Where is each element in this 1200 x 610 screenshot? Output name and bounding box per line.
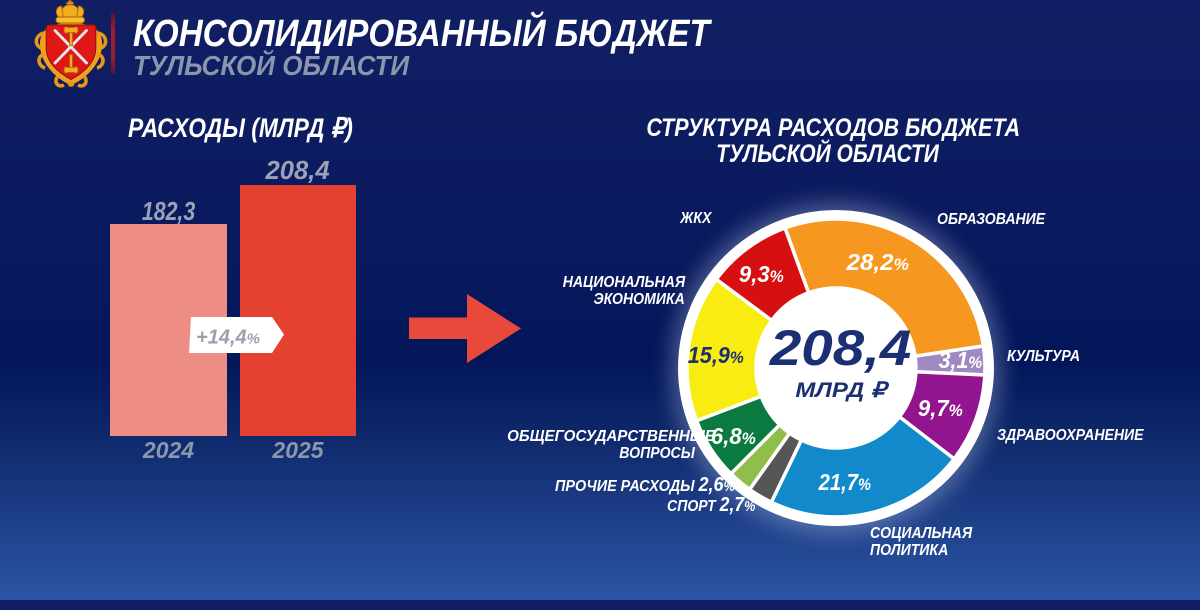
svg-text:+14,4%: +14,4%	[196, 327, 260, 349]
